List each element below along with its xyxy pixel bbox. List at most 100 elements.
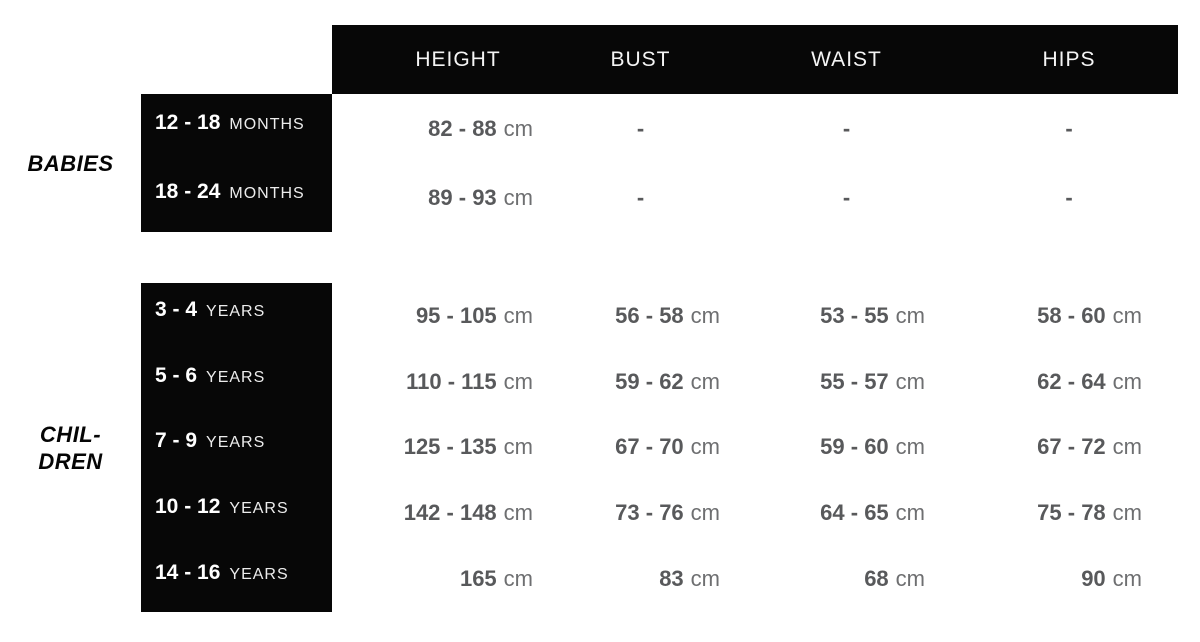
size-label-7-9-years: 7 - 9 YEARS — [141, 415, 332, 481]
value-unit: cm — [503, 115, 533, 141]
value-range: 83 — [659, 566, 684, 592]
value-cell-bust: 67 - 70 cm — [544, 415, 755, 481]
value-cell-bust: 56 - 58 cm — [544, 283, 755, 349]
value-range: 68 — [864, 566, 889, 592]
value-dash: - — [1065, 115, 1073, 141]
value-unit: cm — [895, 566, 925, 592]
value-cell-bust: - — [535, 163, 746, 232]
value-cell-height: 125 - 135 cm — [332, 415, 544, 481]
value-cell-hips: 58 - 60 cm — [966, 283, 1178, 349]
size-unit: YEARS — [229, 500, 289, 518]
value-unit: cm — [1112, 302, 1142, 328]
value-cell-waist: - — [741, 163, 952, 232]
value-range: 64 - 65 — [820, 500, 889, 526]
size-label-5-6-years: 5 - 6 YEARS — [141, 349, 332, 415]
value-range: 90 — [1081, 566, 1106, 592]
size-unit: YEARS — [229, 566, 289, 584]
value-range: 110 - 115 — [406, 368, 497, 394]
value-range: 82 - 88 — [428, 115, 497, 141]
size-label-12-18-months: 12 - 18 MONTHS — [141, 94, 332, 163]
value-unit: cm — [503, 368, 533, 394]
value-dash: - — [842, 115, 851, 141]
value-unit: cm — [503, 500, 533, 526]
value-range: 89 - 93 — [428, 184, 497, 210]
value-cell-waist: 68 cm — [755, 546, 966, 612]
value-range: 55 - 57 — [820, 368, 889, 394]
value-unit: cm — [503, 566, 533, 592]
value-cell-bust: 73 - 76 cm — [544, 480, 755, 546]
value-range: 165 — [459, 566, 497, 592]
value-unit: cm — [895, 434, 925, 460]
value-unit: cm — [503, 302, 533, 328]
value-cell-bust: 59 - 62 cm — [544, 349, 755, 415]
value-cell-hips: - — [963, 163, 1175, 232]
size-range: 7 - 9 — [155, 429, 198, 453]
value-cell-hips: 67 - 72 cm — [966, 415, 1178, 481]
column-header-label: WAIST — [811, 47, 882, 71]
value-cell-waist: - — [741, 94, 952, 163]
value-range: 56 - 58 — [615, 302, 684, 328]
value-range: 59 - 62 — [615, 368, 684, 394]
size-unit: YEARS — [206, 368, 266, 386]
size-unit: MONTHS — [229, 184, 305, 202]
column-header-label: HEIGHT — [415, 47, 501, 71]
group-label-babies: BABIES — [0, 94, 141, 232]
value-unit: cm — [1112, 566, 1142, 592]
value-range: 67 - 70 — [615, 434, 684, 460]
value-range: 75 - 78 — [1037, 500, 1106, 526]
value-range: 95 - 105 — [415, 302, 497, 328]
size-label-14-16-years: 14 - 16 YEARS — [141, 546, 332, 612]
size-unit: MONTHS — [229, 115, 305, 133]
value-cell-waist: 53 - 55 cm — [755, 283, 966, 349]
value-cell-waist: 59 - 60 cm — [755, 415, 966, 481]
value-unit: cm — [503, 184, 533, 210]
value-range: 125 - 135 — [403, 434, 497, 460]
size-unit: YEARS — [206, 302, 266, 320]
column-header-waist: WAIST — [755, 25, 966, 94]
value-range: 59 - 60 — [820, 434, 889, 460]
value-cell-hips: 62 - 64 cm — [966, 349, 1178, 415]
size-label-3-4-years: 3 - 4 YEARS — [141, 283, 332, 349]
value-cell-height: 142 - 148 cm — [332, 480, 544, 546]
value-cell-height: 110 - 115 cm — [332, 349, 544, 415]
value-dash: - — [636, 115, 645, 141]
column-header-bust: BUST — [544, 25, 755, 94]
value-dash: - — [636, 184, 645, 210]
size-unit: YEARS — [206, 434, 266, 452]
column-header-hips: HIPS — [966, 25, 1178, 94]
value-cell-height: 82 - 88 cm — [332, 94, 544, 163]
value-dash: - — [842, 184, 851, 210]
value-range: 73 - 76 — [615, 500, 684, 526]
value-dash: - — [1065, 184, 1073, 210]
size-range: 5 - 6 — [155, 363, 198, 387]
value-unit: cm — [690, 368, 720, 394]
value-unit: cm — [1112, 500, 1142, 526]
size-range: 18 - 24 — [155, 179, 221, 203]
group-label-children: CHIL- DREN — [0, 283, 141, 612]
value-cell-bust: 83 cm — [544, 546, 755, 612]
value-cell-waist: 55 - 57 cm — [755, 349, 966, 415]
value-range: 62 - 64 — [1037, 368, 1106, 394]
value-unit: cm — [1112, 368, 1142, 394]
babies-section: 12 - 18 MONTHS 82 - 88 cm - - - 18 - 24 … — [141, 94, 1178, 232]
size-label-10-12-years: 10 - 12 YEARS — [141, 480, 332, 546]
value-cell-waist: 64 - 65 cm — [755, 480, 966, 546]
value-unit: cm — [690, 566, 720, 592]
babies-size-box — [141, 94, 332, 232]
size-range: 14 - 16 — [155, 561, 221, 585]
value-cell-bust: - — [535, 94, 746, 163]
value-unit: cm — [503, 434, 533, 460]
size-range: 12 - 18 — [155, 110, 221, 134]
value-cell-height: 165 cm — [332, 546, 544, 612]
column-header-bar: HEIGHT BUST WAIST HIPS — [332, 25, 1178, 94]
size-range: 3 - 4 — [155, 297, 198, 321]
value-range: 142 - 148 — [403, 500, 497, 526]
group-label-line: DREN — [38, 448, 103, 474]
group-label-line: CHIL- — [39, 421, 102, 447]
children-size-box — [141, 283, 332, 612]
value-range: 58 - 60 — [1037, 302, 1106, 328]
column-header-height: HEIGHT — [332, 25, 544, 94]
value-cell-height: 89 - 93 cm — [332, 163, 544, 232]
value-unit: cm — [895, 368, 925, 394]
